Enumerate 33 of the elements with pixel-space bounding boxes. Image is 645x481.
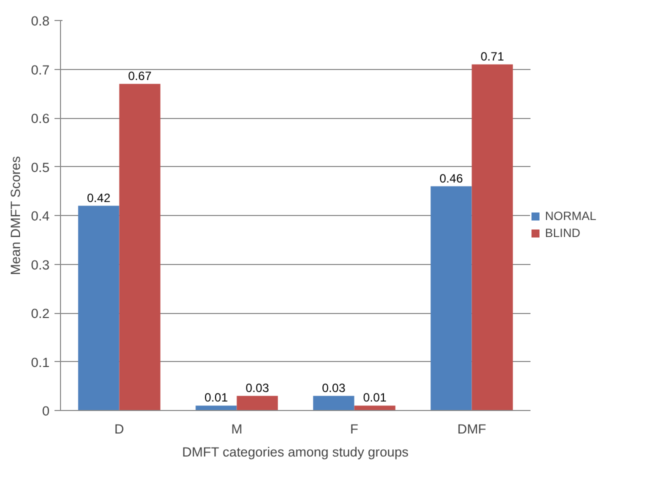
y-axis-title: Mean DMFT Scores [8,156,23,276]
bar [78,206,120,410]
data-label: 0.03 [322,380,346,395]
x-tick-label: D [114,422,124,436]
data-label: 0.03 [246,380,270,395]
legend-label: BLIND [545,226,580,240]
bar [196,406,237,410]
y-tick-label: 0.3 [30,257,50,272]
bar [119,84,160,410]
y-tick-label: 0.5 [30,160,50,175]
y-tick-label: 0.2 [30,306,50,321]
data-label: 0.42 [87,190,111,205]
y-tick-label: 0.8 [30,14,50,28]
data-label: 0.01 [363,390,387,405]
bar [430,186,472,410]
y-tick-label: 0.4 [30,208,50,224]
data-label: 0.67 [128,68,152,83]
y-tick-label: 0.7 [30,62,50,78]
x-tick-label: F [350,422,358,436]
data-label: 0.46 [440,171,464,186]
bar [472,64,513,410]
bar [236,396,278,410]
data-label: 0.71 [480,49,504,64]
y-tick-label: 0.1 [30,354,50,370]
bar [354,406,396,410]
bar [313,396,354,410]
y-tick-label: 0.6 [30,111,50,126]
x-tick-label: DMF [457,422,486,436]
y-tick-label: 0 [42,404,50,418]
x-axis-title: DMFT categories among study groups [182,444,409,460]
x-tick-label: M [231,422,242,436]
legend-label: NORMAL [545,209,596,223]
data-label: 0.01 [204,390,228,405]
